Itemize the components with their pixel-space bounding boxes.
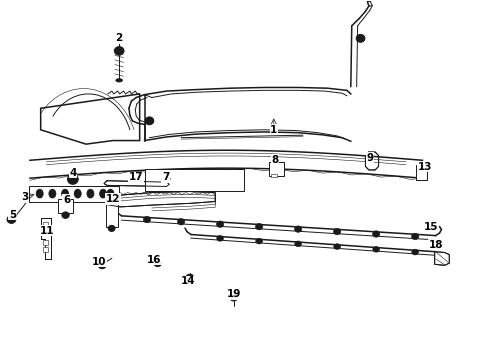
Ellipse shape [87, 189, 94, 198]
Ellipse shape [143, 216, 150, 223]
Bar [58, 199, 73, 213]
Ellipse shape [156, 262, 159, 265]
Ellipse shape [333, 228, 340, 235]
Polygon shape [365, 152, 378, 170]
Text: 9: 9 [366, 153, 373, 163]
Ellipse shape [100, 189, 106, 198]
Text: 2: 2 [115, 33, 122, 43]
Bar [42, 247, 47, 252]
Bar [42, 229, 47, 234]
Polygon shape [41, 94, 140, 144]
Ellipse shape [108, 225, 115, 231]
Text: 8: 8 [271, 154, 278, 165]
Ellipse shape [255, 238, 262, 244]
Ellipse shape [7, 216, 16, 224]
Ellipse shape [114, 46, 124, 55]
Ellipse shape [177, 219, 184, 225]
Ellipse shape [145, 117, 154, 125]
Text: 10: 10 [92, 257, 106, 267]
Bar [42, 240, 47, 244]
Ellipse shape [372, 247, 379, 252]
Ellipse shape [61, 189, 68, 198]
Ellipse shape [36, 189, 43, 198]
Polygon shape [41, 218, 51, 259]
Text: 14: 14 [181, 276, 195, 286]
Ellipse shape [333, 244, 340, 249]
Bar [270, 174, 276, 177]
Text: 3: 3 [21, 192, 29, 202]
Text: 18: 18 [427, 239, 442, 249]
Ellipse shape [229, 294, 237, 301]
Text: 19: 19 [226, 289, 241, 299]
Ellipse shape [232, 296, 235, 299]
Text: 7: 7 [162, 172, 169, 183]
Text: 5: 5 [9, 210, 16, 220]
Bar [105, 198, 118, 226]
Ellipse shape [411, 233, 418, 240]
Ellipse shape [70, 177, 75, 181]
Ellipse shape [355, 35, 364, 42]
Polygon shape [105, 192, 215, 207]
Text: 17: 17 [129, 172, 143, 183]
Ellipse shape [411, 249, 418, 255]
Polygon shape [434, 252, 448, 265]
Text: 4: 4 [69, 168, 77, 178]
Ellipse shape [74, 189, 81, 198]
Bar [268, 162, 283, 176]
Ellipse shape [372, 231, 379, 237]
Ellipse shape [67, 174, 78, 184]
Text: 12: 12 [105, 194, 120, 204]
Ellipse shape [216, 221, 224, 228]
Ellipse shape [49, 189, 56, 198]
Text: 6: 6 [63, 195, 70, 205]
Bar [144, 169, 244, 192]
Text: 11: 11 [40, 226, 54, 236]
Bar [415, 165, 426, 180]
Ellipse shape [255, 224, 262, 230]
Ellipse shape [62, 212, 69, 219]
Ellipse shape [154, 260, 161, 267]
Text: 13: 13 [417, 162, 431, 172]
Text: 16: 16 [147, 255, 161, 265]
Text: 15: 15 [423, 222, 437, 231]
Ellipse shape [116, 78, 122, 82]
Bar [42, 222, 47, 226]
Ellipse shape [294, 226, 301, 232]
Ellipse shape [185, 274, 193, 281]
Bar [29, 186, 119, 202]
Ellipse shape [107, 189, 114, 198]
Text: 1: 1 [269, 125, 277, 135]
Ellipse shape [98, 262, 106, 269]
Ellipse shape [216, 235, 223, 241]
Ellipse shape [294, 241, 301, 247]
Polygon shape [104, 181, 169, 186]
